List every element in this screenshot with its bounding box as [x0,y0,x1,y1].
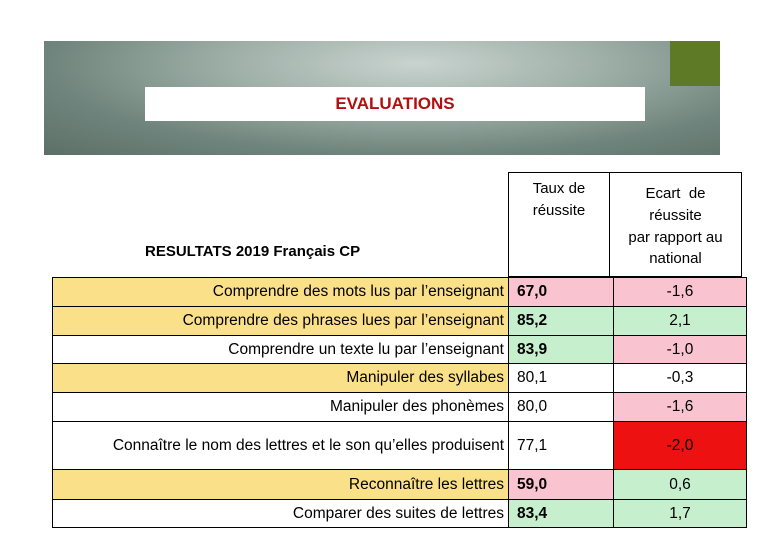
table-row: Comprendre des phrases lues par l’enseig… [52,306,747,336]
ecart-value: -1,6 [613,392,747,422]
ecart-value: -1,6 [613,277,747,307]
taux-value: 83,4 [508,499,614,528]
table-row: Comprendre des mots lus par l’enseignant… [52,277,747,307]
table-row: Reconnaître les lettres 59,0 0,6 [52,469,747,500]
table-row: Manipuler des phonèmes 80,0 -1,6 [52,392,747,422]
taux-value: 83,9 [508,335,614,364]
table-row: Comparer des suites de lettres 83,4 1,7 [52,499,747,528]
ecart-value: 1,7 [613,499,747,528]
taux-value: 80,0 [508,392,614,422]
accent-block [670,41,720,86]
table-row: Manipuler des syllabes 80,1 -0,3 [52,363,747,393]
column-header-ecart-line1: Ecart de [645,185,706,202]
page-title: EVALUATIONS [335,94,455,113]
table-row: Comprendre un texte lu par l’enseignant … [52,335,747,364]
taux-value: 85,2 [508,306,614,336]
ecart-value: 0,6 [613,469,747,500]
results-table: Comprendre des mots lus par l’enseignant… [52,277,747,528]
taux-value: 59,0 [508,469,614,500]
column-header-taux-line2: réussite [532,201,586,219]
taux-value: 80,1 [508,363,614,393]
title-box: EVALUATIONS [145,87,645,121]
table-row: Connaître le nom des lettres et le son q… [52,421,747,470]
ecart-value: -1,0 [613,335,747,364]
column-header-taux: Taux de réussite [508,172,610,277]
row-label: Connaître le nom des lettres et le son q… [52,421,509,470]
row-label: Comprendre des phrases lues par l’enseig… [52,306,509,336]
row-label: Manipuler des phonèmes [52,392,509,422]
row-label: Comparer des suites de lettres [52,499,509,528]
ecart-value: 2,1 [613,306,747,336]
column-header-ecart: Ecart de réussite par rapport au nationa… [609,172,742,277]
taux-value: 67,0 [508,277,614,307]
column-header-ecart-line2: réussite [649,206,702,224]
column-header-ecart-line3: par rapport au [628,228,723,246]
row-label: Comprendre un texte lu par l’enseignant [52,335,509,364]
taux-value: 77,1 [508,421,614,470]
ecart-value: -0,3 [613,363,747,393]
row-label: Manipuler des syllabes [52,363,509,393]
column-header-taux-line1: Taux de [532,180,586,197]
results-subtitle: RESULTATS 2019 Français CP [145,243,361,260]
column-header-ecart-line4: national [649,250,702,268]
row-label: Comprendre des mots lus par l’enseignant [52,277,509,307]
ecart-value: -2,0 [613,421,747,470]
row-label: Reconnaître les lettres [52,469,509,500]
